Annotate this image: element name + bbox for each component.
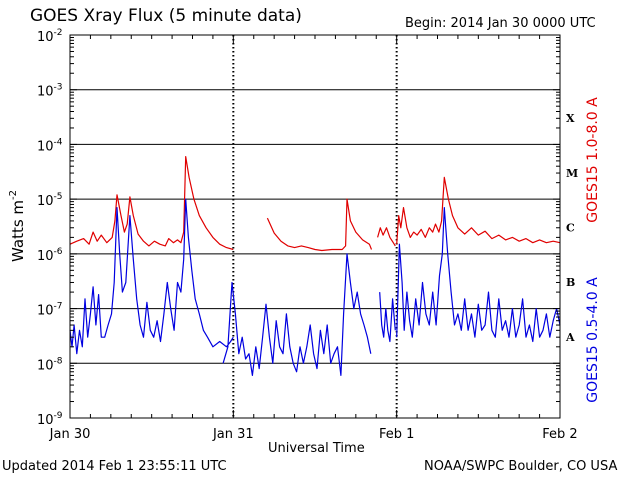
- y-tick-base: 10: [37, 304, 54, 319]
- y-tick-label: 10-4: [37, 137, 63, 154]
- y-tick-base: 10: [37, 85, 54, 100]
- series-line-goes15-1-0-8-0-a: [69, 156, 561, 252]
- series-line-goes15-0-5-4-0-a: [69, 198, 561, 376]
- y-tick-label: 10-6: [37, 247, 63, 264]
- y-tick-label: 10-3: [37, 83, 63, 100]
- flare-class-label: B: [566, 276, 575, 289]
- y-axis-label: Watts m-2: [8, 190, 27, 262]
- series-layer: [69, 156, 561, 376]
- x-tick-label: Feb 2: [542, 427, 577, 442]
- y-tick-base: 10: [37, 139, 54, 154]
- x-axis-label: Universal Time: [268, 441, 365, 456]
- flare-class-label: C: [566, 222, 575, 235]
- y-tick-exponent: -3: [54, 83, 63, 93]
- y-tick-exponent: -5: [54, 192, 63, 202]
- credit-label: NOAA/SWPC Boulder, CO USA: [424, 459, 618, 474]
- y-tick-base: 10: [37, 358, 54, 373]
- y-axis-label-text: Watts m: [9, 200, 27, 262]
- y-tick-label: 10-5: [37, 192, 63, 209]
- y-axis-label-exponent: -2: [8, 190, 19, 200]
- y-tick-base: 10: [37, 413, 54, 428]
- y-tick-base: 10: [37, 249, 54, 264]
- y-tick-exponent: -2: [54, 28, 63, 38]
- y-tick-label: 10-7: [37, 302, 63, 319]
- legend-label-long-wave: GOES15 1.0-8.0 A: [585, 97, 601, 223]
- y-tick-base: 10: [37, 30, 54, 45]
- y-tick-exponent: -8: [54, 356, 63, 366]
- y-tick-exponent: -7: [54, 302, 63, 312]
- x-tick-label: Feb 1: [379, 427, 414, 442]
- axes-layer: [69, 34, 561, 419]
- chart-title: GOES Xray Flux (5 minute data): [30, 6, 302, 26]
- y-tick-base: 10: [37, 194, 54, 209]
- y-tick-label: 10-9: [37, 411, 63, 428]
- flare-class-label: X: [566, 112, 575, 125]
- y-tick-label: 10-8: [37, 356, 63, 373]
- y-tick-exponent: -6: [54, 247, 63, 257]
- y-tick-exponent: -9: [54, 411, 63, 421]
- x-tick-label: Jan 30: [49, 427, 91, 442]
- flare-class-label: M: [566, 167, 578, 180]
- x-tick-label: Jan 31: [212, 427, 254, 442]
- y-tick-label: 10-2: [37, 28, 63, 45]
- flare-class-label: A: [565, 331, 575, 344]
- begin-timestamp: Begin: 2014 Jan 30 0000 UTC: [405, 16, 596, 31]
- y-tick-exponent: -4: [54, 137, 63, 147]
- legend-label-short-wave: GOES15 0.5-4.0 A: [585, 277, 601, 403]
- updated-timestamp: Updated 2014 Feb 1 23:55:11 UTC: [2, 459, 227, 474]
